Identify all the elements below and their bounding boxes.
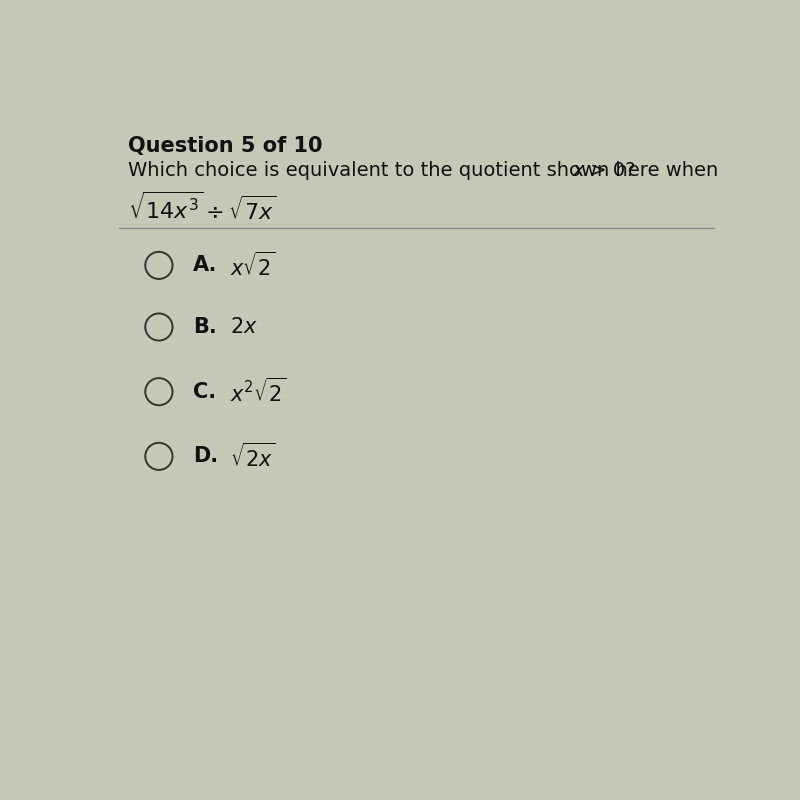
Text: $\sqrt{2x}$: $\sqrt{2x}$ — [230, 442, 275, 470]
Text: $\sqrt{14x^3} \div \sqrt{7x}$: $\sqrt{14x^3} \div \sqrt{7x}$ — [128, 191, 276, 224]
Text: A.: A. — [193, 255, 218, 275]
Text: D.: D. — [193, 446, 218, 466]
Text: C.: C. — [193, 382, 216, 402]
Text: > 0?: > 0? — [584, 161, 635, 180]
Text: $x\sqrt{2}$: $x\sqrt{2}$ — [230, 251, 276, 279]
Text: $x^2\sqrt{2}$: $x^2\sqrt{2}$ — [230, 378, 287, 406]
Text: $x$: $x$ — [573, 161, 586, 180]
Text: Which choice is equivalent to the quotient shown here when: Which choice is equivalent to the quotie… — [128, 161, 725, 180]
Text: B.: B. — [193, 317, 217, 337]
Text: $2x$: $2x$ — [230, 317, 258, 337]
Text: Question 5 of 10: Question 5 of 10 — [128, 136, 322, 156]
